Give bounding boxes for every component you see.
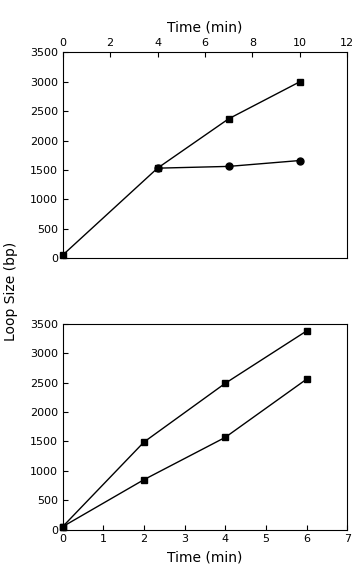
X-axis label: Time (min): Time (min) xyxy=(167,21,243,35)
Text: Loop Size (bp): Loop Size (bp) xyxy=(4,242,18,340)
X-axis label: Time (min): Time (min) xyxy=(167,550,243,564)
